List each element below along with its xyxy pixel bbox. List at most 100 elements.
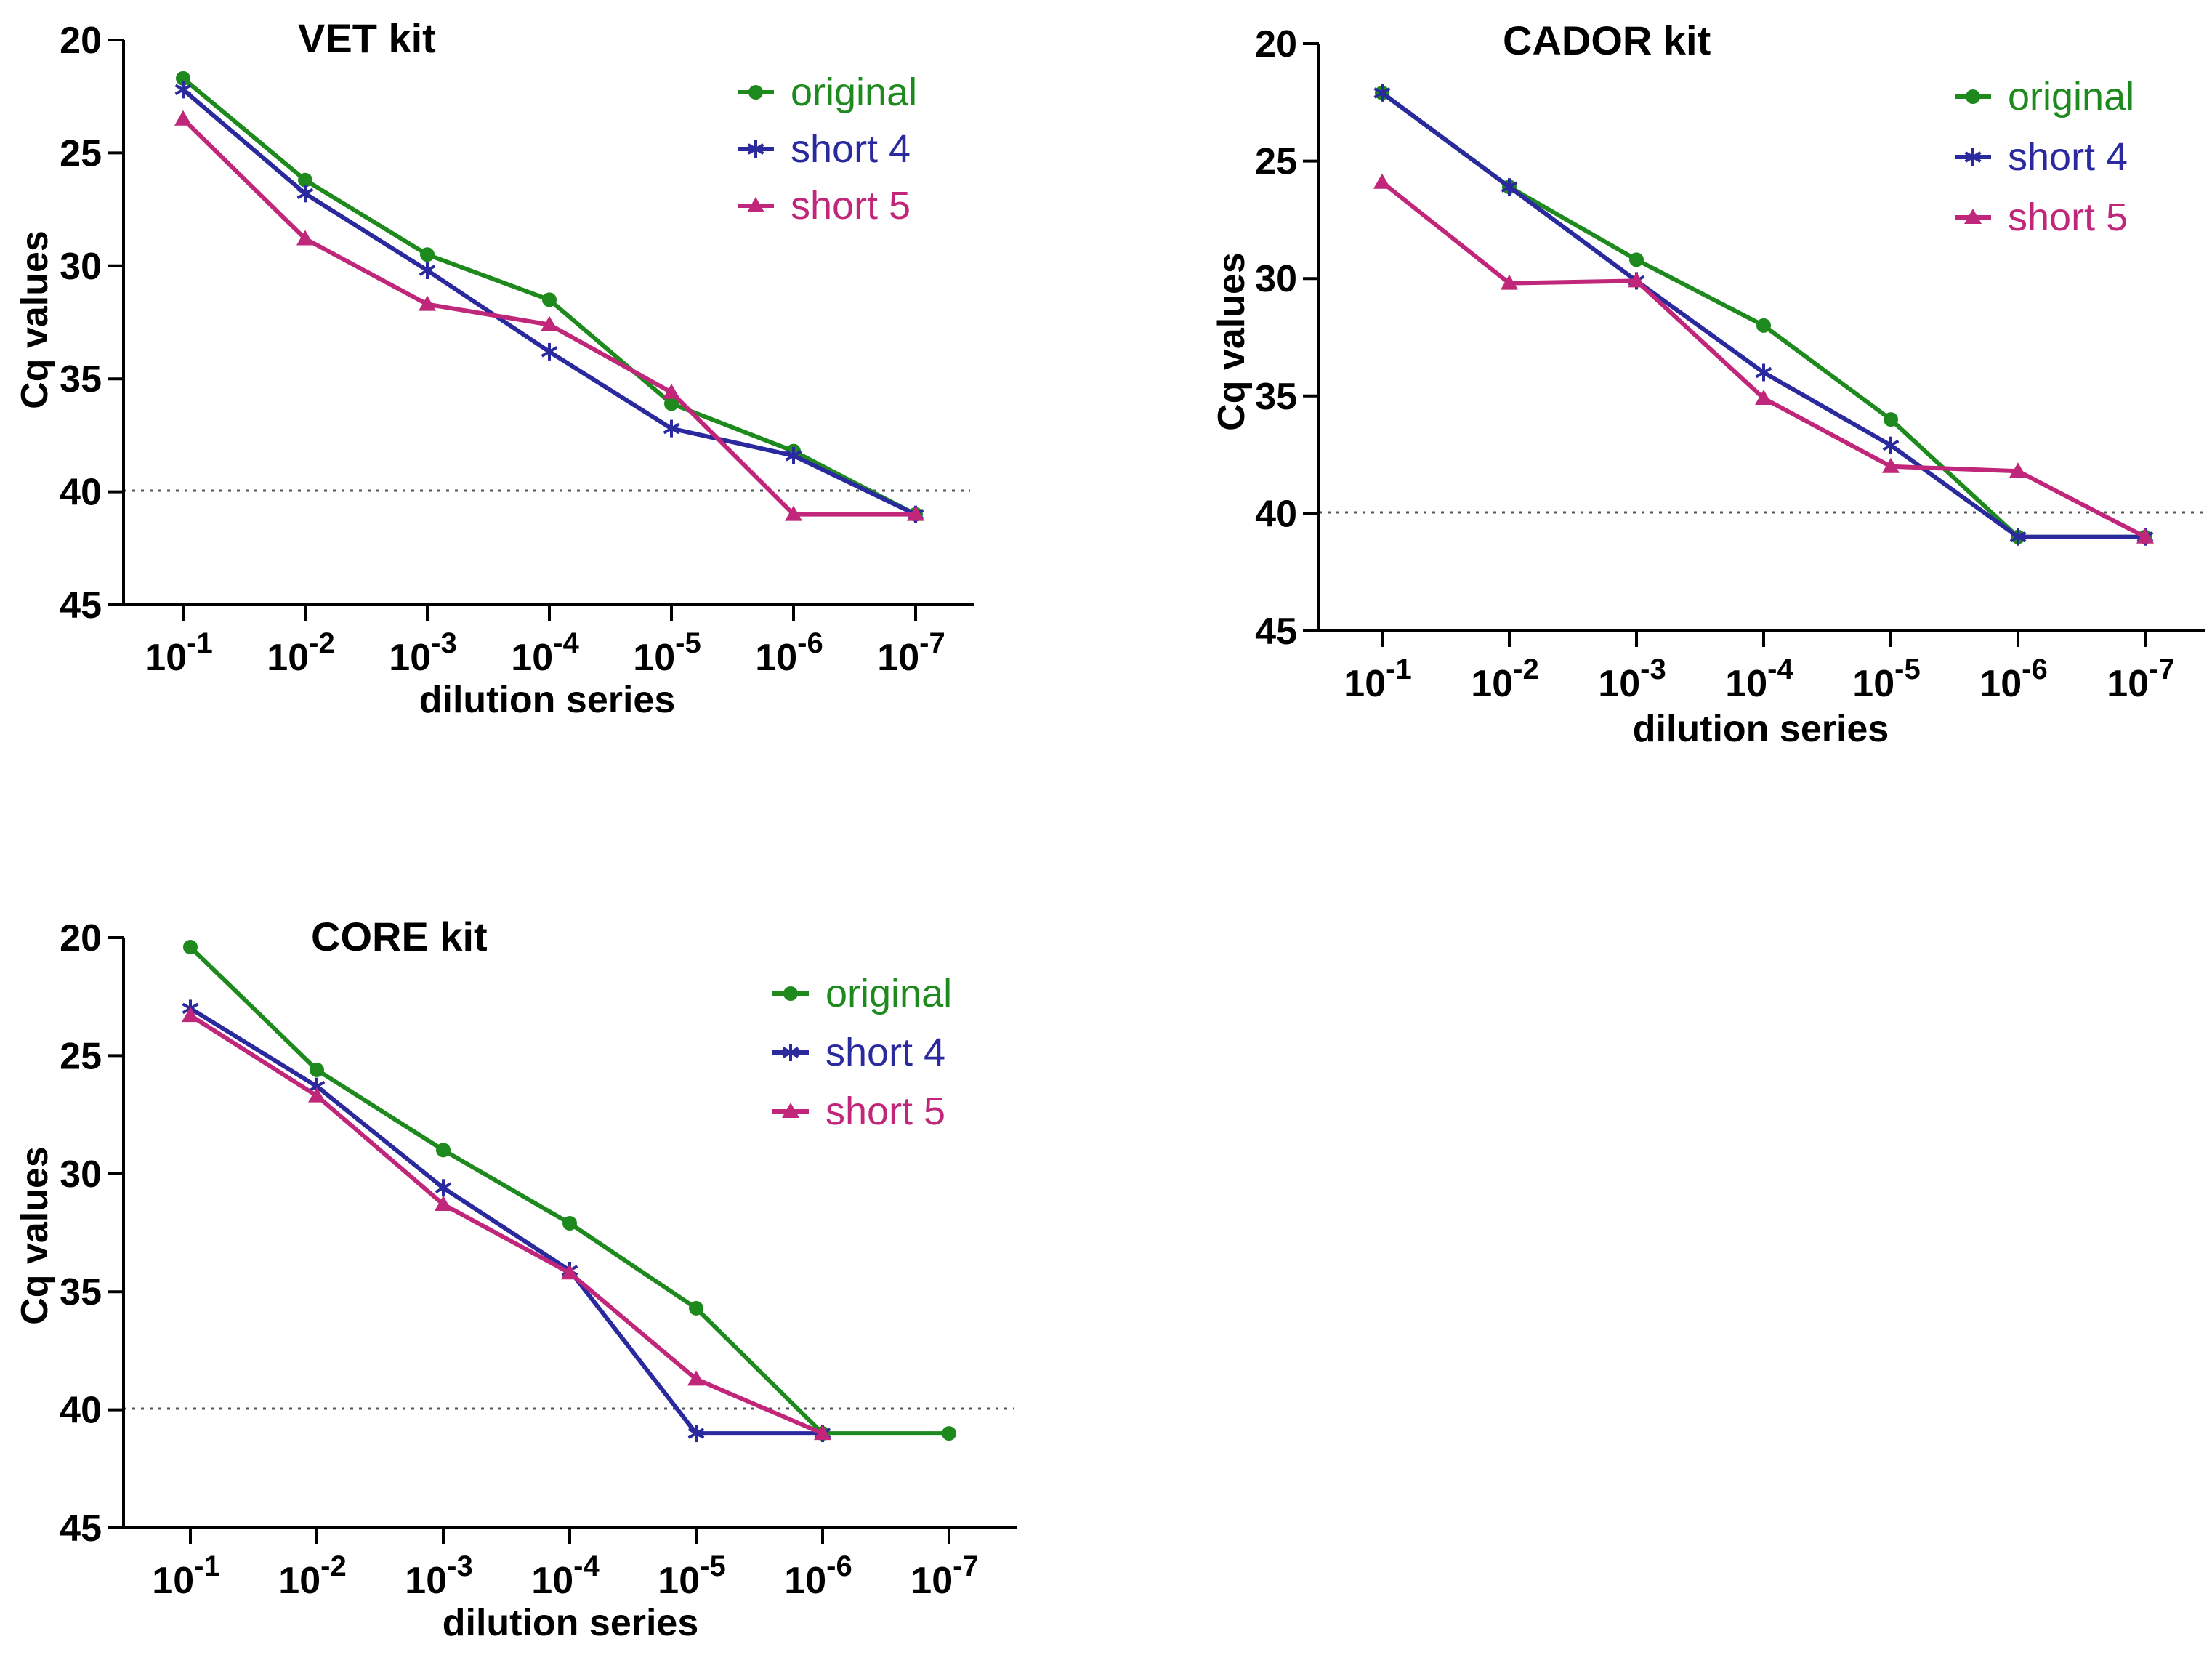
x-tick-label: 10-3	[405, 1550, 472, 1602]
legend-marker	[1966, 89, 1980, 104]
chart-panel-cador: CADOR kit dilution series Cq values 20 25…	[1211, 17, 2205, 750]
y-tick-label: 35	[60, 1271, 102, 1313]
y-tick-label: 40	[1255, 493, 1297, 535]
legend-item: short 4	[738, 127, 911, 171]
x-tick-exponent: -6	[2022, 653, 2048, 685]
data-point-short-5	[814, 1425, 831, 1441]
data-point-short-5	[907, 505, 924, 521]
x-tick-label: 10-4	[531, 1550, 600, 1602]
legend-marker	[747, 197, 764, 212]
legend-label: short 5	[791, 184, 911, 227]
x-tick-base: 10	[389, 637, 431, 679]
data-point-short-5	[1882, 457, 1900, 473]
x-tick-exponent: -7	[919, 627, 945, 659]
data-point-short-4	[1755, 363, 1772, 382]
x-tick-label: 10-5	[633, 627, 701, 679]
x-tick-base: 10	[1598, 663, 1640, 705]
x-tick-label: 10-1	[152, 1550, 219, 1602]
x-tick-base: 10	[658, 1560, 700, 1602]
y-tick-label: 20	[1255, 23, 1297, 65]
legend-label: short 4	[791, 127, 911, 171]
data-point-short-5	[2136, 528, 2154, 544]
y-tick-label: 45	[60, 1507, 102, 1550]
y-axis-title: Cq values	[14, 230, 56, 409]
x-tick-label: 10-3	[389, 627, 456, 679]
data-point-original	[942, 1426, 956, 1441]
data-point-original	[298, 172, 312, 188]
series-layer	[174, 71, 924, 523]
data-point-short-5	[1628, 272, 1645, 288]
x-tick-label: 10-4	[511, 627, 579, 679]
x-tick-label: 10-6	[1979, 653, 2047, 705]
data-point-short-4	[1882, 436, 1900, 454]
x-tick-base: 10	[511, 637, 553, 679]
legend-label: short 4	[826, 1031, 945, 1074]
legend-item: original	[738, 71, 917, 114]
x-tick-base: 10	[633, 637, 675, 679]
x-ticks: 10-1 10-2 10-3 10-4 10-5 10-6 10-7	[1344, 631, 2175, 705]
legend-marker	[1964, 209, 1982, 224]
data-point-original	[436, 1143, 451, 1158]
y-tick-label: 25	[1255, 141, 1297, 183]
data-point-short-5	[2009, 462, 2027, 478]
x-tick-exponent: -7	[2149, 653, 2175, 685]
x-tick-base: 10	[1725, 663, 1767, 705]
legend-label: original	[826, 972, 952, 1015]
y-tick-label: 35	[1255, 376, 1297, 418]
data-point-original	[542, 292, 557, 307]
x-tick-label: 10-7	[911, 1550, 978, 1602]
chart-title: CADOR kit	[1503, 17, 1711, 63]
x-axis-title: dilution series	[443, 1602, 699, 1644]
x-tick-label: 10-2	[267, 627, 334, 679]
data-point-original	[689, 1300, 703, 1316]
y-tick-label: 45	[1255, 611, 1297, 653]
data-point-short-5	[785, 505, 802, 521]
legend-item: short 4	[1955, 135, 2128, 179]
x-tick-exponent: -1	[194, 1550, 220, 1582]
series-layer	[182, 939, 956, 1443]
x-tick-exponent: -7	[953, 1550, 979, 1582]
x-tick-label: 10-1	[145, 627, 212, 679]
x-tick-exponent: -4	[553, 627, 579, 659]
data-point-short-5	[1373, 173, 1391, 189]
legend-label: original	[2008, 75, 2134, 118]
data-point-short-4	[435, 1179, 452, 1197]
x-tick-label: 10-2	[278, 1550, 346, 1602]
data-point-short-5	[561, 1264, 578, 1280]
data-point-short-4	[296, 185, 314, 203]
y-tick-label: 40	[60, 1390, 102, 1432]
y-ticks: 20 25 30 35 40 45	[60, 20, 124, 627]
x-tick-exponent: -3	[447, 1550, 473, 1582]
x-tick-base: 10	[278, 1560, 320, 1602]
x-tick-base: 10	[784, 1560, 826, 1602]
x-tick-base: 10	[2107, 663, 2149, 705]
x-tick-exponent: -2	[1513, 653, 1539, 685]
x-tick-exponent: -4	[1767, 653, 1793, 685]
x-tick-label: 10-2	[1471, 653, 1538, 705]
data-point-original	[183, 939, 198, 954]
legend-label: original	[791, 71, 917, 114]
x-tick-base: 10	[755, 637, 797, 679]
data-point-original	[562, 1216, 577, 1231]
y-tick-label: 30	[1255, 258, 1297, 300]
y-tick-label: 20	[60, 20, 102, 62]
legend-marker	[748, 85, 763, 100]
data-point-short-5	[687, 1370, 705, 1386]
legend-label: short 4	[2008, 135, 2128, 179]
x-tick-exponent: -4	[573, 1550, 600, 1582]
legend-item: short 5	[738, 184, 911, 227]
data-point-short-5	[435, 1196, 452, 1212]
data-point-original	[420, 247, 435, 262]
data-point-short-5	[1755, 390, 1772, 406]
data-point-short-5	[419, 295, 436, 311]
x-tick-base: 10	[405, 1560, 447, 1602]
x-tick-exponent: -3	[431, 627, 457, 659]
x-tick-base: 10	[145, 637, 187, 679]
x-tick-exponent: -1	[187, 627, 213, 659]
x-tick-label: 10-7	[877, 627, 945, 679]
x-tick-label: 10-7	[2107, 653, 2174, 705]
x-tick-label: 10-5	[658, 1550, 725, 1602]
x-tick-base: 10	[531, 1560, 573, 1602]
x-tick-exponent: -6	[826, 1550, 852, 1582]
x-tick-base: 10	[267, 637, 309, 679]
